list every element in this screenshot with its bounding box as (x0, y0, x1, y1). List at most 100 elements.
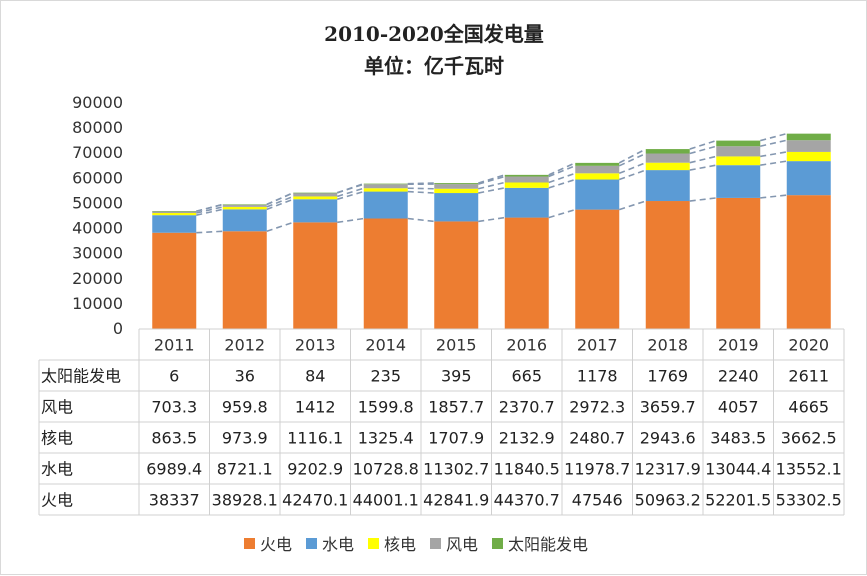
x-tick-label: 2011 (154, 336, 195, 355)
data-label: 1599.8 (358, 398, 414, 417)
y-tick-label: 70000 (72, 143, 123, 162)
bar-segment (434, 184, 478, 189)
bar-segment (434, 183, 478, 184)
data-label: 1769 (647, 367, 688, 386)
data-label: 9202.9 (287, 460, 343, 479)
bar-segment (716, 165, 760, 198)
bar-segment (787, 195, 831, 329)
bar-segment (716, 198, 760, 329)
data-label: 959.8 (222, 398, 268, 417)
data-label: 1325.4 (358, 429, 414, 448)
data-label: 11978.7 (564, 460, 630, 479)
data-label: 973.9 (222, 429, 268, 448)
data-label: 44370.7 (494, 491, 560, 510)
y-tick-label: 30000 (72, 244, 123, 263)
data-label: 42470.1 (282, 491, 348, 510)
data-label: 3662.5 (781, 429, 837, 448)
data-label: 53302.5 (776, 491, 842, 510)
bar-segment (575, 166, 619, 173)
bar-segment (223, 204, 267, 205)
x-tick-label: 2012 (224, 336, 265, 355)
legend-label: 核电 (384, 535, 416, 554)
data-label: 1412 (295, 398, 336, 417)
bar-segment (646, 170, 690, 201)
bar-segment (293, 196, 337, 199)
data-label: 1178 (577, 367, 618, 386)
series-line (760, 161, 787, 165)
data-label: 12317.9 (635, 460, 701, 479)
data-label: 42841.9 (423, 491, 489, 510)
data-label: 2480.7 (569, 429, 625, 448)
bar-segment (787, 152, 831, 161)
data-label: 2132.9 (499, 429, 555, 448)
series-line (760, 140, 787, 146)
series-line (478, 175, 505, 183)
series-line (760, 195, 787, 198)
data-label: 52201.5 (705, 491, 771, 510)
bar-segment (575, 180, 619, 210)
data-label: 6 (169, 367, 179, 386)
data-label: 665 (511, 367, 542, 386)
data-label: 8721.1 (217, 460, 273, 479)
bar-segment (293, 199, 337, 222)
data-label: 703.3 (151, 398, 197, 417)
bar-segment (716, 141, 760, 147)
series-line (408, 188, 435, 189)
bar-segment (646, 149, 690, 153)
table-row-label: 火电 (41, 491, 73, 510)
legend-swatch (368, 538, 379, 549)
data-label: 3483.5 (710, 429, 766, 448)
legend-swatch (492, 538, 503, 549)
y-tick-label: 90000 (72, 93, 123, 112)
bar-segment (505, 182, 549, 187)
chart-subtitle: 单位：亿千瓦时 (364, 54, 504, 78)
x-tick-label: 2019 (718, 336, 759, 355)
y-tick-label: 80000 (72, 118, 123, 137)
x-tick-label: 2016 (506, 336, 547, 355)
data-label: 50963.2 (635, 491, 701, 510)
data-label: 4057 (718, 398, 759, 417)
series-line (760, 152, 787, 156)
series-line (408, 219, 435, 222)
data-label: 3659.7 (640, 398, 696, 417)
series-line (549, 210, 576, 218)
data-label: 235 (370, 367, 401, 386)
legend-swatch (244, 538, 255, 549)
bar-segment (575, 163, 619, 166)
bar-segment (646, 201, 690, 329)
y-tick-label: 0 (113, 319, 123, 338)
bar-segment (152, 215, 196, 233)
bar-segment (152, 233, 196, 329)
bar-segment (646, 154, 690, 163)
legend-label: 火电 (260, 535, 292, 554)
series-line (690, 156, 717, 162)
bar-segment (364, 188, 408, 191)
bar-segment (716, 156, 760, 165)
bar-segment (716, 146, 760, 156)
bar-segment (293, 193, 337, 194)
chart-title: 2010-2020全国发电量 (324, 22, 544, 46)
series-line (619, 201, 646, 210)
bar-segment (505, 175, 549, 177)
series-line (549, 163, 576, 175)
data-label: 11302.7 (423, 460, 489, 479)
y-tick-label: 20000 (72, 269, 123, 288)
bar-segment (364, 184, 408, 185)
table-row-label: 太阳能发电 (41, 367, 121, 386)
legend-swatch (306, 538, 317, 549)
data-label: 6989.4 (146, 460, 202, 479)
data-label: 11840.5 (494, 460, 560, 479)
bar-segment (787, 140, 831, 152)
x-tick-label: 2020 (788, 336, 829, 355)
legend-swatch (430, 538, 441, 549)
data-label: 1116.1 (287, 429, 343, 448)
x-tick-label: 2015 (436, 336, 477, 355)
bar-segment (505, 177, 549, 183)
data-label: 36 (235, 367, 255, 386)
bar-segment (364, 192, 408, 219)
y-tick-label: 60000 (72, 168, 123, 187)
bar-segment (575, 173, 619, 179)
bar-segment (505, 218, 549, 329)
